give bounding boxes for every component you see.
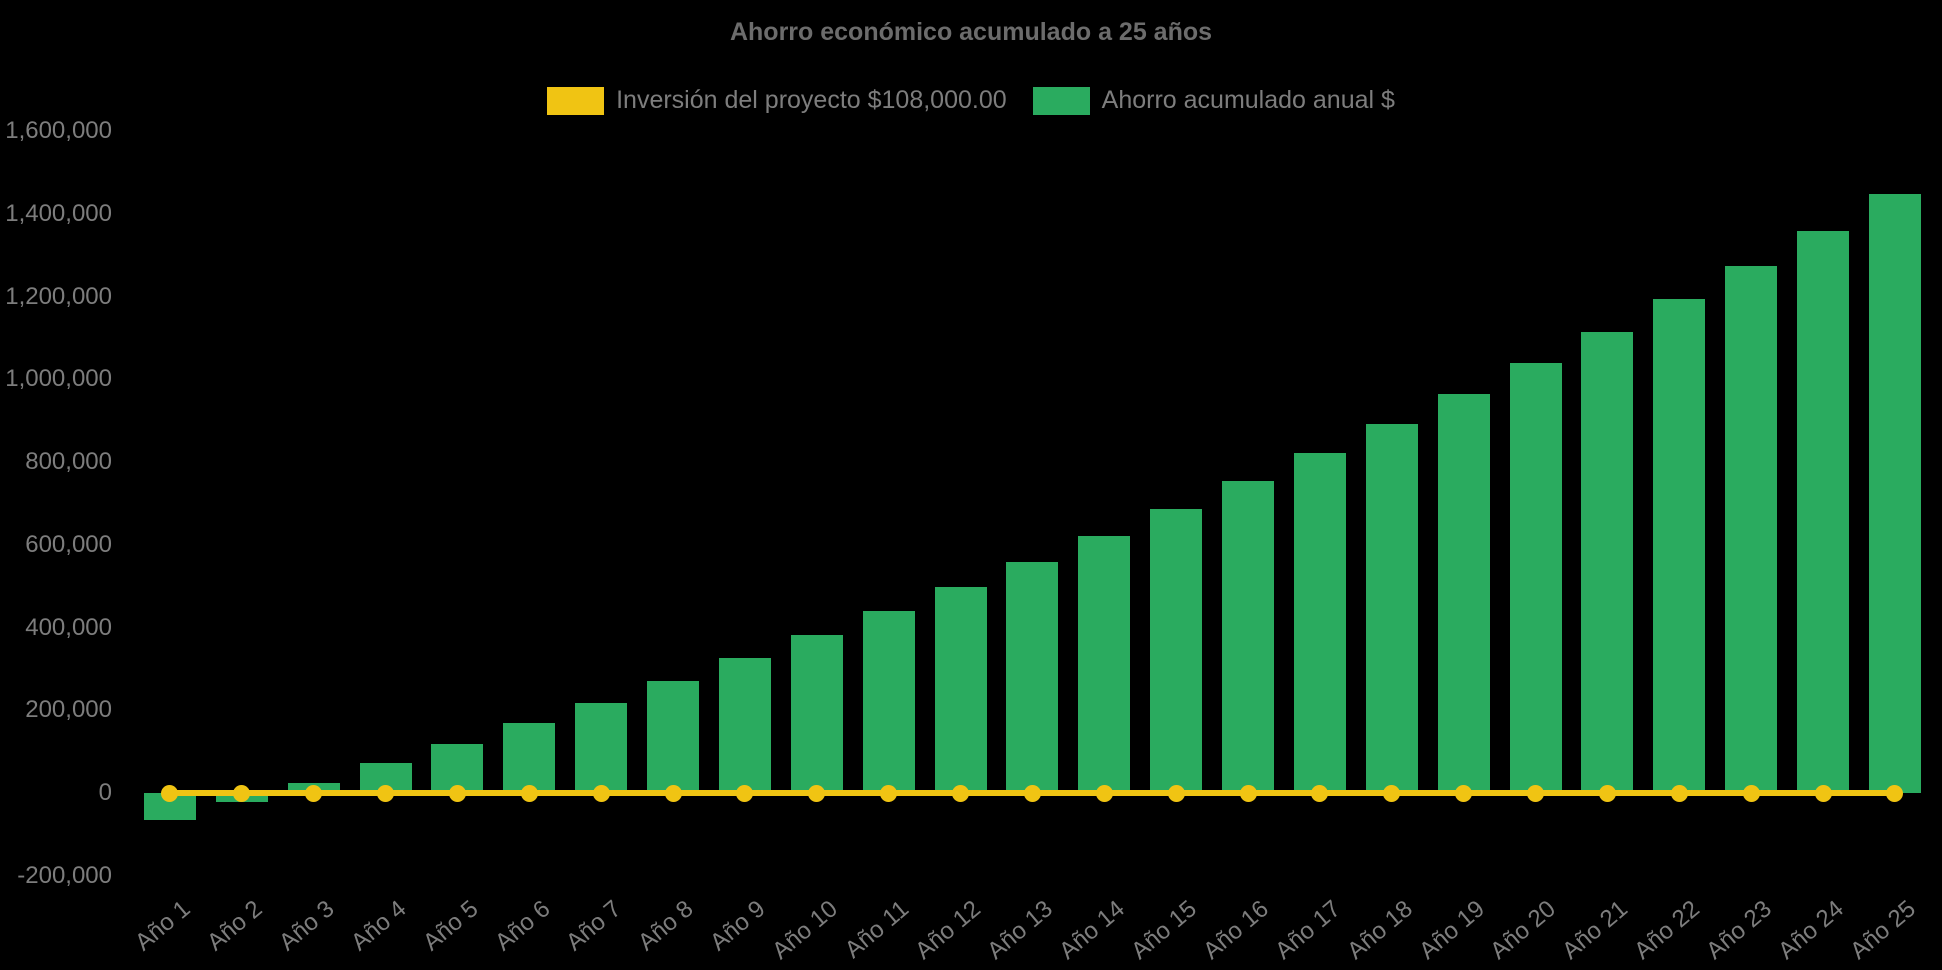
y-tick-label-400000: 400,000 (25, 613, 112, 641)
investment-line-point-ano-5 (448, 784, 466, 802)
x-label-ano-15: Año 15 (1126, 895, 1202, 965)
investment-line-point-ano-11 (880, 784, 898, 802)
x-label-ano-25: Año 25 (1845, 895, 1921, 965)
investment-line-point-ano-2 (233, 784, 251, 802)
y-tick-label-800000: 800,000 (25, 448, 112, 475)
legend-swatch-investment-icon (547, 86, 605, 115)
investment-line-point-ano-6 (520, 784, 538, 802)
x-label-ano-21: Año 21 (1557, 895, 1634, 965)
y-tick-label-1000000: 1,000,000 (5, 365, 112, 393)
y-tick-label-200000: 200,000 (25, 696, 112, 724)
bar-ano-14 (1078, 536, 1131, 793)
x-label-ano-23: Año 23 (1701, 895, 1777, 965)
bar-ano-19 (1437, 393, 1490, 793)
chart-title: Ahorro económico acumulado a 25 años (729, 18, 1213, 46)
legend-swatch-savings-icon (1032, 86, 1090, 115)
bar-ano-16 (1222, 481, 1275, 793)
bar-ano-9 (718, 658, 771, 793)
investment-line-point-ano-17 (1311, 784, 1329, 802)
x-label-ano-13: Año 13 (982, 895, 1059, 965)
x-label-ano-12: Año 12 (910, 895, 987, 965)
bar-ano-23 (1725, 265, 1778, 793)
x-label-ano-11: Año 11 (840, 895, 915, 964)
investment-line-point-ano-16 (1239, 784, 1257, 802)
bar-ano-13 (1006, 562, 1059, 793)
investment-line-point-ano-23 (1742, 784, 1760, 802)
x-label-ano-19: Año 19 (1413, 895, 1490, 965)
x-label-ano-4: Año 4 (345, 895, 412, 957)
bar-ano-21 (1581, 331, 1634, 793)
x-label-ano-2: Año 2 (202, 895, 268, 957)
bar-ano-18 (1365, 423, 1418, 793)
bar-ano-25 (1868, 193, 1921, 793)
investment-line-point-ano-20 (1527, 784, 1545, 802)
bar-ano-10 (790, 634, 843, 793)
y-tick-label-0: 0 (98, 779, 112, 806)
investment-line-point-ano-3 (305, 784, 323, 802)
x-label-ano-8: Año 8 (633, 895, 699, 957)
bar-ano-6 (503, 723, 556, 793)
y-tick-label-1200000: 1,200,000 (5, 282, 112, 310)
x-label-ano-18: Año 18 (1341, 895, 1418, 965)
investment-line-point-ano-19 (1455, 784, 1473, 802)
investment-line-point-ano-1 (161, 784, 179, 802)
bar-ano-8 (647, 680, 700, 793)
x-label-ano-22: Año 22 (1629, 895, 1706, 965)
x-label-ano-5: Año 5 (417, 895, 484, 957)
y-tick-label--200000: -200,000 (17, 861, 112, 889)
bar-ano-20 (1509, 363, 1562, 793)
x-label-ano-7: Año 7 (561, 895, 627, 957)
x-label-ano-24: Año 24 (1773, 895, 1849, 965)
investment-line-point-ano-15 (1167, 784, 1185, 802)
bar-ano-12 (934, 586, 987, 793)
bar-ano-11 (862, 610, 915, 793)
investment-line-point-ano-7 (592, 784, 610, 802)
x-label-ano-1: Año 1 (130, 895, 196, 957)
investment-line-point-ano-18 (1383, 784, 1401, 802)
investment-line-point-ano-9 (736, 784, 754, 802)
bar-ano-22 (1653, 299, 1706, 793)
investment-line-point-ano-8 (664, 784, 682, 802)
investment-line-point-ano-4 (377, 784, 395, 802)
bar-ano-24 (1797, 231, 1850, 793)
y-tick-label-1600000: 1,600,000 (5, 117, 112, 144)
x-label-ano-9: Año 9 (705, 895, 771, 957)
legend: Inversión del proyecto $108,000.00 Ahorr… (0, 86, 1942, 115)
bar-ano-7 (575, 702, 628, 793)
x-label-ano-17: Año 17 (1270, 895, 1346, 965)
bar-ano-17 (1293, 452, 1346, 793)
x-label-ano-3: Año 3 (273, 895, 340, 957)
legend-item-investment[interactable]: Inversión del proyecto $108,000.00 (547, 86, 1007, 115)
investment-line-point-ano-14 (1095, 784, 1113, 802)
x-label-ano-20: Año 20 (1485, 895, 1562, 965)
bar-ano-15 (1150, 509, 1203, 793)
investment-line-point-ano-22 (1670, 784, 1688, 802)
investment-line-point-ano-25 (1886, 784, 1904, 802)
x-label-ano-16: Año 16 (1198, 895, 1274, 965)
investment-line-point-ano-12 (952, 784, 970, 802)
investment-line-point-ano-24 (1814, 784, 1832, 802)
x-label-ano-6: Año 6 (489, 895, 556, 957)
x-label-ano-14: Año 14 (1054, 895, 1131, 965)
investment-line-point-ano-13 (1023, 784, 1041, 802)
investment-line-point-ano-21 (1598, 784, 1616, 802)
legend-label-investment: Inversión del proyecto $108,000.00 (616, 86, 1007, 114)
x-label-ano-10: Año 10 (766, 895, 843, 965)
investment-line-point-ano-10 (808, 784, 826, 802)
legend-label-savings: Ahorro acumulado anual $ (1101, 86, 1395, 114)
y-tick-label-600000: 600,000 (25, 530, 112, 558)
y-tick-label-1400000: 1,400,000 (5, 199, 112, 227)
legend-item-savings[interactable]: Ahorro acumulado anual $ (1032, 86, 1395, 115)
